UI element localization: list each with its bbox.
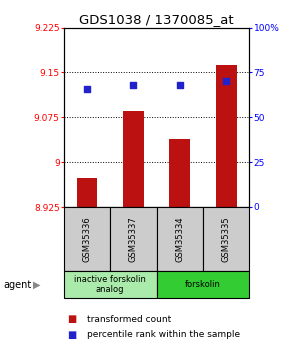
- Point: [177, 82, 182, 88]
- Text: ▶: ▶: [33, 280, 41, 289]
- Point: [85, 86, 89, 91]
- Bar: [203, 207, 249, 271]
- Text: percentile rank within the sample: percentile rank within the sample: [87, 330, 240, 339]
- Bar: [157, 271, 249, 298]
- Bar: [157, 207, 203, 271]
- Bar: [110, 207, 157, 271]
- Text: GSM35334: GSM35334: [175, 216, 184, 262]
- Point: [131, 82, 136, 88]
- Bar: [77, 178, 97, 207]
- Bar: [64, 271, 157, 298]
- Text: GSM35337: GSM35337: [129, 216, 138, 262]
- Text: ■: ■: [67, 330, 76, 339]
- Text: GSM35335: GSM35335: [222, 216, 231, 262]
- Text: forskolin: forskolin: [185, 280, 221, 289]
- Bar: [169, 139, 190, 207]
- Text: transformed count: transformed count: [87, 315, 171, 324]
- Bar: [64, 207, 110, 271]
- Bar: [123, 111, 144, 207]
- Text: ■: ■: [67, 314, 76, 324]
- Title: GDS1038 / 1370085_at: GDS1038 / 1370085_at: [79, 13, 234, 27]
- Text: agent: agent: [3, 280, 31, 289]
- Bar: [216, 65, 237, 207]
- Text: GSM35336: GSM35336: [82, 216, 92, 262]
- Point: [224, 79, 229, 84]
- Text: inactive forskolin
analog: inactive forskolin analog: [74, 275, 146, 294]
